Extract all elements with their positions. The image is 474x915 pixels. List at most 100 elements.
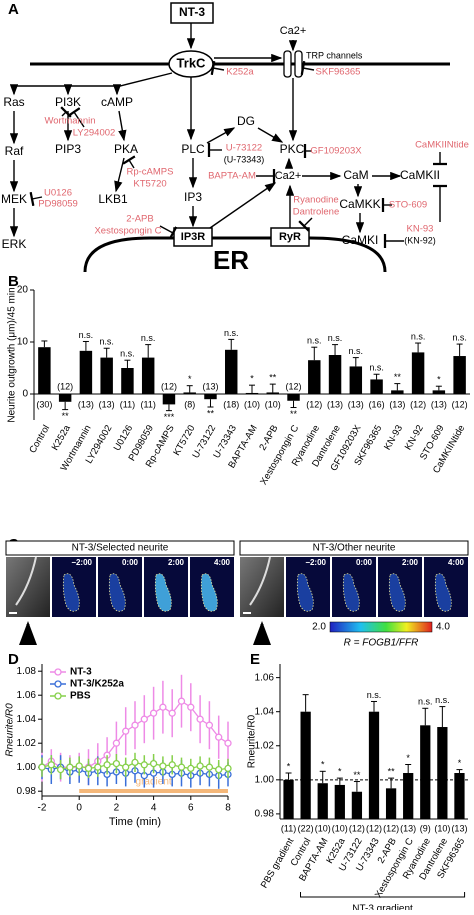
inhibitor-label: Rp-cAMPS: [127, 167, 174, 178]
x-tick-label: 0: [76, 803, 82, 814]
point: [159, 762, 167, 770]
panel-label: B: [8, 273, 19, 290]
bar: [141, 357, 155, 394]
count-label: (13): [389, 399, 405, 409]
point: [103, 761, 111, 769]
point: [224, 764, 232, 773]
colorbar-min: 2.0: [312, 622, 326, 633]
point: [149, 709, 158, 717]
point: [56, 765, 65, 774]
panel-label: E: [250, 651, 260, 668]
neurite-outline: [434, 573, 452, 612]
group-label: NT-3 gradient: [352, 904, 413, 910]
gradient-bar: [79, 789, 228, 793]
bar: [100, 357, 113, 394]
legend-label: NT-3: [70, 667, 92, 678]
pathway-node: CaMKII: [400, 168, 440, 182]
significance: *: [250, 374, 254, 384]
bar: [351, 791, 363, 819]
inhibitor-label: 2-APB: [126, 214, 153, 225]
er-membrane: [83, 236, 387, 273]
significance: ***: [164, 412, 175, 422]
inhibition: [300, 60, 315, 76]
count-label: (12): [306, 399, 322, 409]
legend-label: NT-3/K252a: [70, 679, 124, 690]
y-tick-label: 1.00: [17, 762, 37, 773]
panel-c-header: [5, 540, 235, 556]
count-label: (13): [78, 399, 94, 409]
point: [187, 764, 195, 773]
x-tick-label: -2: [38, 803, 47, 814]
pathway-node: cAMP: [101, 95, 133, 109]
count-label: (13): [99, 399, 115, 409]
inhibition: [67, 107, 85, 128]
y-axis-label: Neurite outgrowth (μm)/45 min: [7, 287, 18, 422]
point: [140, 715, 148, 723]
count-label: (11): [281, 823, 296, 833]
group-bracket: [300, 892, 466, 898]
point: [196, 715, 204, 723]
inhibitor-label: CaMKIINtide: [415, 140, 469, 151]
x-axis-label: Time (min): [109, 816, 161, 828]
inhibitor-label: LY294002: [73, 128, 116, 139]
significance: n.s.: [435, 695, 450, 705]
pathway-node: ER: [213, 245, 249, 275]
y-tick-label: 1.04: [255, 706, 275, 717]
count-label: (13): [431, 399, 447, 409]
bar: [308, 360, 321, 394]
point: [94, 763, 102, 771]
inhibitor-label: K252a: [226, 67, 254, 78]
colorbar-label: R = FOGB1/FFR: [344, 638, 419, 649]
significance: *: [338, 766, 342, 776]
bar: [391, 390, 404, 394]
bar: [432, 390, 446, 394]
significance: n.s.: [349, 346, 364, 356]
significance: *: [458, 758, 462, 768]
count-label: (12): [349, 823, 365, 833]
x-tick-label: Control: [27, 423, 52, 455]
neurite-raw: [15, 556, 37, 606]
point: [112, 759, 121, 768]
point: [168, 761, 176, 769]
inhibitor-label: Ryanodine: [293, 195, 338, 206]
neurite-outline: [342, 573, 360, 612]
time-label: 2:00: [168, 558, 185, 567]
pathway-node: TRP channels: [306, 50, 363, 60]
inhibitor-label: KT5720: [133, 179, 166, 190]
significance: *: [188, 374, 192, 384]
panel-c-title: NT-3/Selected neurite: [72, 543, 169, 554]
count-label: (8): [184, 399, 195, 409]
image-tile: [240, 557, 284, 617]
bar: [79, 350, 93, 394]
count-label: (13): [202, 381, 218, 391]
bar: [349, 366, 363, 394]
inhibitor-label: U-73122: [226, 143, 262, 154]
y-tick-label: 1.02: [17, 738, 37, 749]
bar: [58, 394, 72, 402]
time-label: 4:00: [214, 558, 231, 567]
bar: [300, 711, 311, 819]
pathway-node: IP3: [184, 190, 202, 204]
point: [66, 763, 74, 771]
panel-c-header: [239, 540, 469, 556]
x-tick-label: 2: [114, 803, 120, 814]
bar: [403, 773, 414, 819]
arrow: [257, 127, 284, 143]
neurite-outline: [62, 573, 80, 612]
legend-marker: [54, 680, 62, 688]
inhibition: [122, 155, 136, 169]
bar: [411, 352, 425, 394]
legend-marker: [54, 692, 62, 700]
significance: **: [290, 409, 298, 419]
inhibitor-label: Xestospongin C: [94, 226, 161, 237]
pathway-node: Ras: [3, 95, 24, 109]
point: [140, 761, 148, 769]
pathway-node: RyR: [279, 231, 301, 243]
point: [177, 697, 186, 705]
count-label: (12): [57, 381, 73, 391]
count-label: (13): [348, 399, 364, 409]
significance: n.s.: [141, 333, 156, 343]
y-axis-label: Rneurite/R0: [247, 714, 258, 768]
time-label: 2:00: [402, 558, 419, 567]
